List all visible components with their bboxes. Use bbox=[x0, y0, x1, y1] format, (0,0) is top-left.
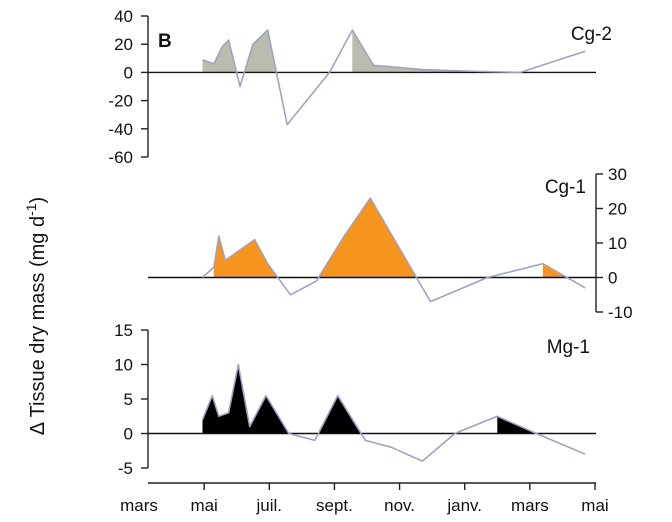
y-tick-label: 30 bbox=[608, 165, 627, 184]
panel-cg-1: -10 0 10 20 30 Cg-1 bbox=[148, 165, 633, 322]
area-cg-2-2 bbox=[352, 30, 521, 73]
series-line-cg-2 bbox=[202, 29, 586, 126]
panel-name-cg-1: Cg-1 bbox=[545, 177, 586, 198]
y-tick-label: -5 bbox=[118, 459, 133, 478]
area-cg-2-1 bbox=[244, 30, 277, 73]
x-tick-label: mai bbox=[581, 496, 608, 515]
x-tick-label: janv. bbox=[446, 496, 482, 515]
y-tick-label: 20 bbox=[114, 35, 133, 54]
figure-letter: B bbox=[158, 31, 172, 52]
x-tick-label: mars bbox=[511, 496, 549, 515]
series-line-cg-1 bbox=[201, 197, 586, 303]
y-tick-label: 0 bbox=[124, 63, 133, 82]
y-tick-label: -40 bbox=[108, 120, 133, 139]
panel-name-cg-2: Cg-2 bbox=[571, 24, 612, 45]
x-tick-label: nov. bbox=[384, 496, 415, 515]
y-tick-label: -60 bbox=[108, 148, 133, 167]
x-tick-label: mars bbox=[120, 496, 158, 515]
area-cg-2-0 bbox=[202, 40, 237, 73]
y-tick-label: -10 bbox=[608, 303, 633, 322]
chart-panels: -60 -40 -20 0 20 40 Cg-2 -10 0 10 20 30 Cg-1 -5 0 5 10 15… bbox=[108, 7, 632, 478]
y-tick-label: -20 bbox=[108, 92, 133, 111]
y-tick-label: 10 bbox=[114, 356, 133, 375]
area-mg-1-0 bbox=[202, 364, 289, 434]
y-tick-label: 0 bbox=[124, 425, 133, 444]
x-tick-label: juil. bbox=[256, 496, 283, 515]
area-mg-1-1 bbox=[318, 395, 362, 434]
area-cg-1-1 bbox=[318, 198, 417, 278]
x-tick-label: sept. bbox=[316, 496, 353, 515]
y-tick-label: 20 bbox=[608, 200, 627, 219]
panel-mg-1: -5 0 5 10 15 Mg-1 bbox=[114, 321, 596, 478]
panel-cg-2: -60 -40 -20 0 20 40 Cg-2 bbox=[108, 7, 612, 167]
x-axis: mars mai juil. sept. nov. janv. mars mai bbox=[120, 482, 609, 515]
y-tick-label: 40 bbox=[114, 7, 133, 26]
y-tick-label: 10 bbox=[608, 234, 627, 253]
panel-name-mg-1: Mg-1 bbox=[547, 337, 590, 358]
area-cg-1-0 bbox=[213, 236, 278, 278]
y-tick-label: 5 bbox=[124, 390, 133, 409]
y-axis-label: Δ Tissue dry mass (mg d-1) bbox=[23, 197, 49, 435]
series-line-mg-1 bbox=[201, 363, 586, 462]
y-tick-label: 15 bbox=[114, 321, 133, 340]
y-tick-label: 0 bbox=[608, 269, 617, 288]
x-tick-label: mai bbox=[190, 496, 217, 515]
